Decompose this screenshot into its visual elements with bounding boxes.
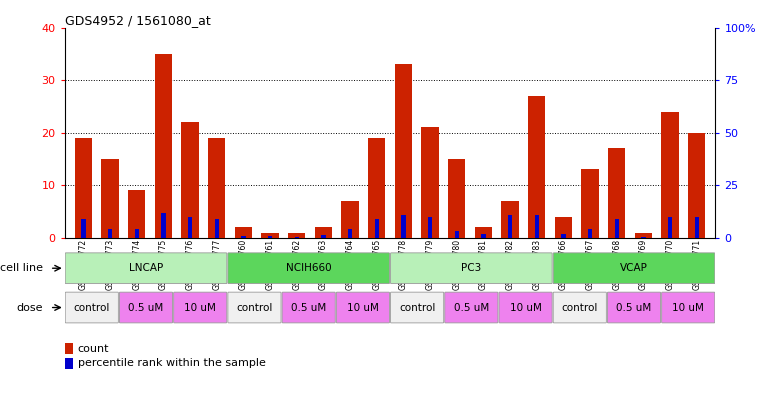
Text: percentile rank within the sample: percentile rank within the sample xyxy=(78,358,266,368)
Bar xyxy=(161,213,165,238)
FancyBboxPatch shape xyxy=(65,292,119,323)
Text: GDS4952 / 1561080_at: GDS4952 / 1561080_at xyxy=(65,14,211,27)
Text: 0.5 uM: 0.5 uM xyxy=(616,303,651,312)
FancyBboxPatch shape xyxy=(119,292,173,323)
Text: count: count xyxy=(78,344,109,354)
Bar xyxy=(481,233,486,238)
Bar xyxy=(241,236,246,238)
FancyBboxPatch shape xyxy=(390,253,552,284)
Text: control: control xyxy=(236,303,272,312)
FancyBboxPatch shape xyxy=(607,292,661,323)
Text: 0.5 uM: 0.5 uM xyxy=(129,303,164,312)
Bar xyxy=(508,215,512,238)
Text: control: control xyxy=(562,303,598,312)
Bar xyxy=(428,217,432,238)
Text: 0.5 uM: 0.5 uM xyxy=(291,303,326,312)
Text: 10 uM: 10 uM xyxy=(510,303,542,312)
FancyBboxPatch shape xyxy=(228,292,281,323)
Bar xyxy=(448,159,465,238)
Bar xyxy=(475,227,492,238)
Bar xyxy=(181,122,199,238)
FancyBboxPatch shape xyxy=(444,292,498,323)
Bar xyxy=(422,127,438,238)
Bar xyxy=(401,215,406,238)
Bar xyxy=(555,217,572,238)
FancyBboxPatch shape xyxy=(390,292,444,323)
Bar xyxy=(534,215,539,238)
FancyBboxPatch shape xyxy=(174,292,227,323)
Bar xyxy=(315,227,332,238)
FancyBboxPatch shape xyxy=(282,292,336,323)
Text: 10 uM: 10 uM xyxy=(672,303,704,312)
Text: dose: dose xyxy=(17,303,43,312)
Text: VCAP: VCAP xyxy=(620,263,648,273)
Bar xyxy=(668,217,672,238)
Bar xyxy=(288,233,305,238)
Bar xyxy=(108,230,112,238)
Text: PC3: PC3 xyxy=(461,263,482,273)
Bar xyxy=(101,159,119,238)
Bar xyxy=(215,219,219,238)
Bar xyxy=(81,219,85,238)
Bar xyxy=(587,230,592,238)
Bar xyxy=(188,217,193,238)
Text: control: control xyxy=(399,303,435,312)
Bar xyxy=(581,169,599,238)
Text: 10 uM: 10 uM xyxy=(347,303,379,312)
Text: NCIH660: NCIH660 xyxy=(286,263,332,273)
FancyBboxPatch shape xyxy=(661,292,715,323)
Bar xyxy=(661,112,679,238)
Bar xyxy=(608,149,626,238)
Bar xyxy=(642,237,645,238)
Bar xyxy=(635,233,652,238)
Bar xyxy=(154,54,172,238)
Text: control: control xyxy=(74,303,110,312)
FancyBboxPatch shape xyxy=(336,292,390,323)
Bar xyxy=(395,64,412,238)
Bar xyxy=(295,237,299,238)
FancyBboxPatch shape xyxy=(553,292,607,323)
Bar xyxy=(261,233,279,238)
Bar xyxy=(234,227,252,238)
Bar xyxy=(368,138,385,238)
Bar xyxy=(348,230,352,238)
Bar xyxy=(688,132,705,238)
Bar xyxy=(128,191,145,238)
FancyBboxPatch shape xyxy=(228,253,390,284)
FancyBboxPatch shape xyxy=(499,292,552,323)
Bar xyxy=(342,201,358,238)
Bar xyxy=(374,219,379,238)
Bar xyxy=(615,219,619,238)
Bar xyxy=(321,235,326,238)
Text: 0.5 uM: 0.5 uM xyxy=(454,303,489,312)
FancyBboxPatch shape xyxy=(65,253,227,284)
Bar xyxy=(268,236,272,238)
Bar xyxy=(135,230,139,238)
FancyBboxPatch shape xyxy=(553,253,715,284)
Bar xyxy=(528,96,546,238)
Bar xyxy=(208,138,225,238)
Bar xyxy=(454,231,459,238)
Bar xyxy=(695,217,699,238)
Text: 10 uM: 10 uM xyxy=(184,303,216,312)
Text: cell line: cell line xyxy=(0,263,43,273)
Text: LNCAP: LNCAP xyxy=(129,263,163,273)
Bar xyxy=(75,138,92,238)
Bar xyxy=(501,201,519,238)
Bar xyxy=(561,233,565,238)
